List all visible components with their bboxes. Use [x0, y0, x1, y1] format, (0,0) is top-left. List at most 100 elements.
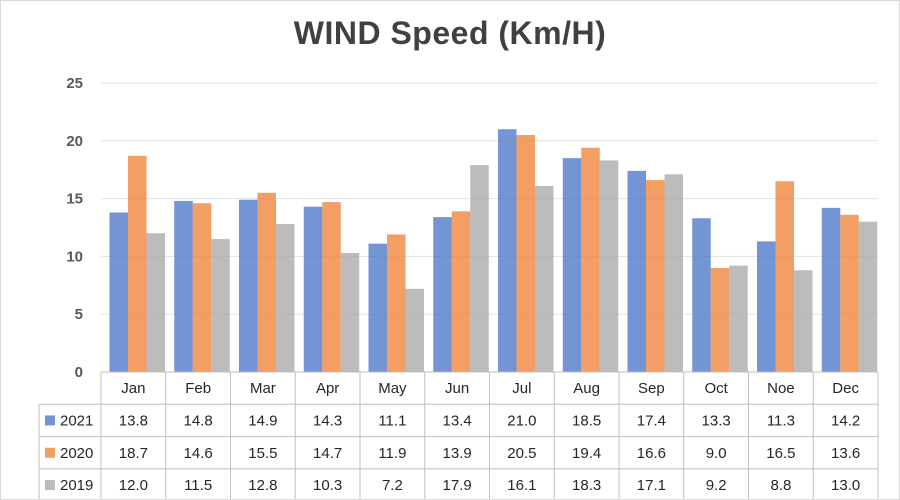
data-label: 9.2: [706, 477, 727, 494]
data-label: 14.6: [184, 445, 213, 462]
bar-2019-Feb: [211, 239, 230, 372]
bar-2019-Oct: [729, 265, 748, 372]
x-tick-label: Sep: [638, 380, 665, 397]
legend-label-2020: 2020: [60, 445, 93, 462]
bar-2020-Aug: [581, 147, 600, 372]
legend-label-2021: 2021: [60, 412, 93, 429]
bar-2019-Jul: [535, 185, 554, 372]
bars: [109, 129, 878, 372]
data-label: 10.3: [313, 477, 342, 494]
x-tick-label: Mar: [250, 380, 276, 397]
y-tick-label: 5: [75, 306, 83, 323]
x-tick-label: May: [378, 380, 407, 397]
bar-2020-May: [387, 234, 406, 372]
legend-key-2019: [45, 480, 55, 491]
data-label: 12.0: [119, 477, 148, 494]
data-label: 18.7: [119, 445, 148, 462]
bar-2021-Noe: [757, 241, 776, 372]
data-label: 13.9: [443, 445, 472, 462]
data-label: 12.8: [248, 477, 277, 494]
data-label: 18.5: [572, 412, 601, 429]
x-tick-label: Noe: [767, 380, 795, 397]
bar-2020-Jun: [451, 211, 471, 372]
data-label: 16.5: [766, 445, 795, 462]
y-tick-label: 15: [66, 191, 83, 208]
x-tick-label: Jun: [445, 380, 469, 397]
data-label: 19.4: [572, 445, 601, 462]
bar-2019-Sep: [664, 174, 683, 372]
data-label: 13.8: [119, 412, 148, 429]
bar-2020-Apr: [322, 202, 341, 372]
bar-2021-Jul: [498, 129, 517, 372]
y-tick-label: 10: [66, 248, 83, 265]
bar-2021-Aug: [562, 158, 582, 372]
x-tick-label: Apr: [316, 380, 339, 397]
gridlines: [101, 82, 878, 315]
bar-2019-Dec: [858, 221, 878, 372]
legend-key-2021: [45, 415, 55, 426]
data-label: 13.3: [702, 412, 731, 429]
bar-2019-Aug: [599, 160, 619, 372]
bar-2020-Mar: [257, 192, 276, 372]
bar-2019-May: [405, 288, 424, 372]
y-tick-label: 25: [66, 75, 83, 92]
bar-2019-Jun: [470, 165, 489, 372]
data-label: 16.1: [507, 477, 536, 494]
data-label: 9.0: [706, 445, 727, 462]
bar-2020-Jan: [128, 155, 147, 372]
bar-2021-Mar: [239, 199, 258, 372]
data-label: 14.9: [248, 412, 277, 429]
data-label: 11.5: [184, 477, 212, 494]
data-label: 8.8: [770, 477, 791, 494]
data-label: 15.5: [248, 445, 277, 462]
bar-2019-Noe: [794, 270, 813, 372]
x-tick-label: Aug: [573, 380, 600, 397]
data-label: 13.4: [443, 412, 472, 429]
data-label: 11.3: [767, 412, 795, 429]
data-label: 11.1: [378, 412, 406, 429]
data-label: 17.9: [443, 477, 472, 494]
data-label: 17.4: [637, 412, 666, 429]
x-tick-label: Oct: [704, 380, 728, 397]
data-table: Jan Feb Mar Apr May Jun Jul Aug Sep Oct Noe Dec 2021…: [38, 371, 879, 499]
data-label: 13.6: [831, 445, 860, 462]
data-label: 16.6: [637, 445, 666, 462]
data-label: 20.5: [507, 445, 536, 462]
bar-2021-Jun: [433, 217, 452, 372]
data-label: 14.7: [313, 445, 342, 462]
data-label: 11.9: [378, 445, 406, 462]
bar-2019-Apr: [340, 252, 360, 372]
bar-2020-Dec: [840, 214, 859, 372]
bar-2020-Noe: [775, 181, 794, 372]
bar-2021-Oct: [692, 218, 711, 372]
legend-key-2020: [45, 447, 55, 458]
bar-2021-Dec: [821, 207, 841, 372]
bar-2020-Oct: [710, 267, 730, 372]
bar-2021-Feb: [174, 200, 193, 372]
x-tick-label: Dec: [832, 380, 859, 397]
bar-2019-Mar: [276, 224, 295, 372]
data-label: 18.3: [572, 477, 601, 494]
y-tick-label: 20: [66, 133, 83, 150]
data-label: 14.8: [184, 412, 213, 429]
bar-2021-Apr: [303, 206, 323, 372]
bar-2019-Jan: [146, 233, 165, 372]
data-label: 13.0: [831, 477, 860, 494]
data-label: 17.1: [637, 477, 666, 494]
data-label: 21.0: [507, 412, 536, 429]
bar-2020-Sep: [646, 180, 665, 372]
x-tick-label: Jul: [512, 380, 531, 397]
bar-2021-Jan: [109, 212, 128, 372]
x-tick-label: Jan: [121, 380, 145, 397]
y-tick-label: 0: [75, 364, 83, 381]
bar-2021-Sep: [627, 170, 646, 372]
legend-label-2019: 2019: [60, 477, 93, 494]
data-label: 14.2: [831, 412, 860, 429]
x-tick-label: Feb: [185, 380, 211, 397]
y-axis: 0 5 10 15 20 25: [66, 75, 83, 381]
bar-2020-Feb: [192, 203, 212, 372]
bar-2020-Jul: [516, 135, 535, 372]
data-label: 7.2: [382, 477, 403, 494]
data-label: 14.3: [313, 412, 342, 429]
